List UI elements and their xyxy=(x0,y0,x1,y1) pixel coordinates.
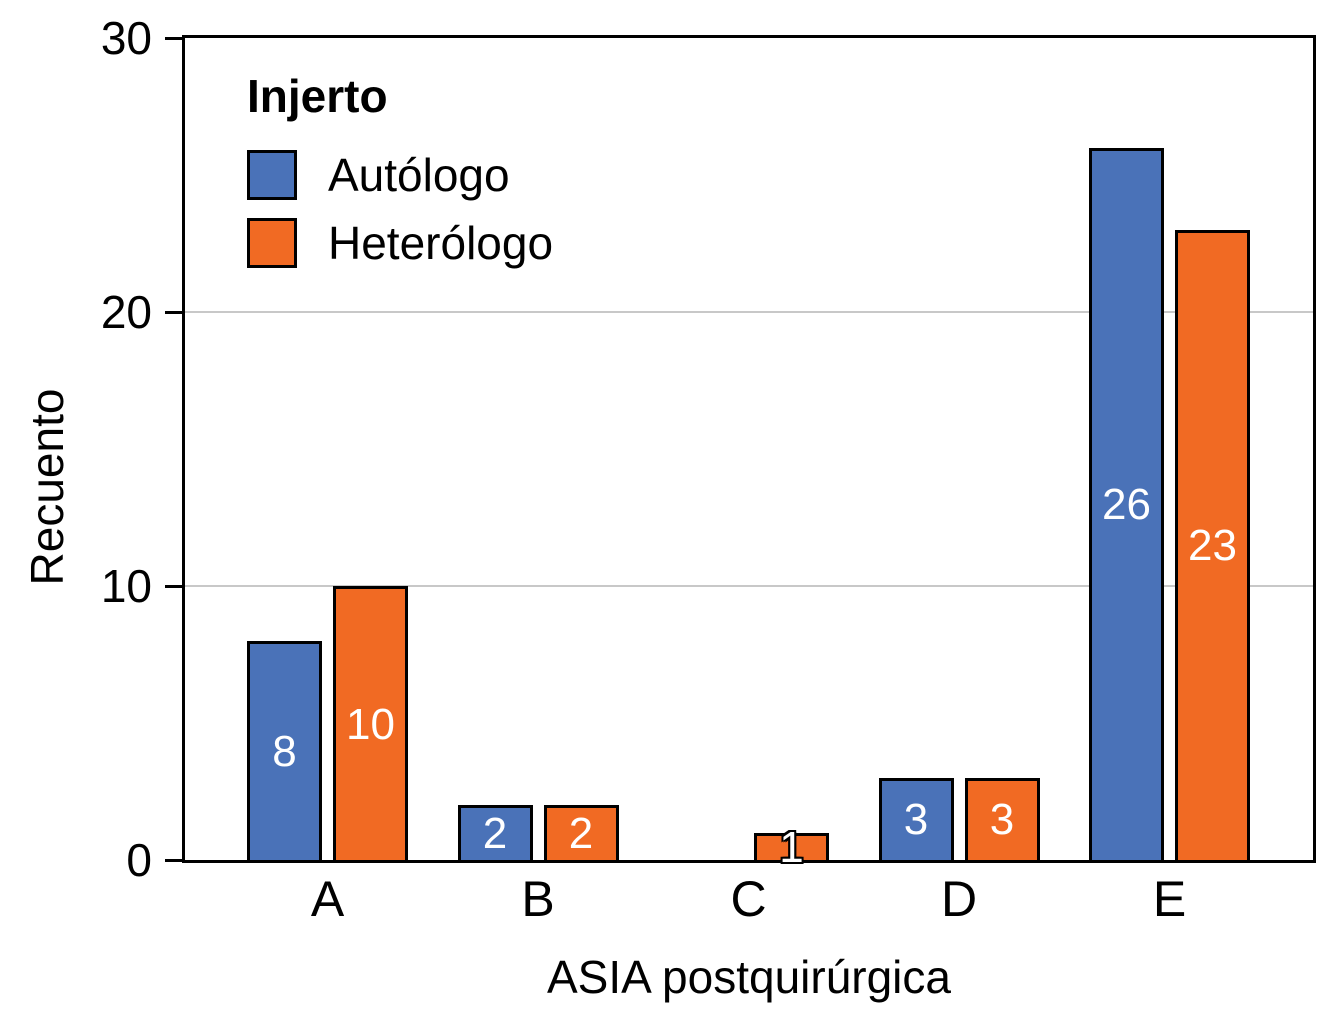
bar-value-label: 26 xyxy=(1102,480,1151,530)
legend-label-heterologo: Heterólogo xyxy=(328,217,554,269)
bar-heterologo-a: 10 xyxy=(333,586,408,863)
y-tick-20 xyxy=(165,310,185,314)
bar-value-label: 23 xyxy=(1188,521,1237,571)
x-tick-label-d: D xyxy=(940,871,978,927)
x-axis-title: ASIA postquirúrgica xyxy=(546,951,951,1003)
legend-swatch-autologo xyxy=(247,150,297,200)
bar-value-label: 10 xyxy=(346,699,395,749)
x-tick-label-b: B xyxy=(521,871,555,927)
bar-value-label: 3 xyxy=(989,795,1015,845)
y-tick-label-30: 30 xyxy=(100,12,152,64)
bar-heterologo-e: 23 xyxy=(1175,229,1250,863)
legend-swatch-heterologo xyxy=(247,218,297,268)
y-tick-label-20: 20 xyxy=(100,286,152,338)
legend-label-autologo: Autólogo xyxy=(328,149,510,201)
bar-heterologo-d: 3 xyxy=(964,777,1040,863)
x-tick-label-a: A xyxy=(310,871,345,927)
plot-area: 8 2 3 26 10 2 1 3 23 xyxy=(182,35,1316,872)
y-axis-title: Recuento xyxy=(21,388,73,586)
bar-heterologo-c: 1 xyxy=(754,822,829,872)
bar-value-label: 3 xyxy=(903,795,929,845)
y-tick-label-10: 10 xyxy=(100,560,152,612)
bar-value-label: 2 xyxy=(568,809,594,859)
bar-autologo-a: 8 xyxy=(247,640,322,863)
legend-item-autologo: Autólogo xyxy=(247,150,553,200)
bar-value-label: 1 xyxy=(779,822,804,872)
bar-autologo-d: 3 xyxy=(878,777,954,863)
legend-title: Injerto xyxy=(247,70,388,122)
gridline-20 xyxy=(185,311,1313,313)
y-tick-0 xyxy=(165,858,185,862)
x-tick-label-c: C xyxy=(730,871,767,927)
legend: Injerto Autólogo Heterólogo xyxy=(247,68,553,286)
y-tick-label-0: 0 xyxy=(126,834,152,886)
bar-value-label: 2 xyxy=(482,809,508,859)
x-tick-label-e: E xyxy=(1152,871,1187,927)
bar-autologo-e: 26 xyxy=(1089,147,1164,863)
bar-value-label: 8 xyxy=(272,726,297,776)
y-tick-30 xyxy=(165,36,185,40)
legend-item-heterologo: Heterólogo xyxy=(247,218,553,268)
bar-autologo-b: 2 xyxy=(457,805,533,863)
bar-heterologo-b: 2 xyxy=(543,805,619,863)
y-tick-10 xyxy=(165,584,185,588)
gridline-10 xyxy=(185,585,1313,587)
